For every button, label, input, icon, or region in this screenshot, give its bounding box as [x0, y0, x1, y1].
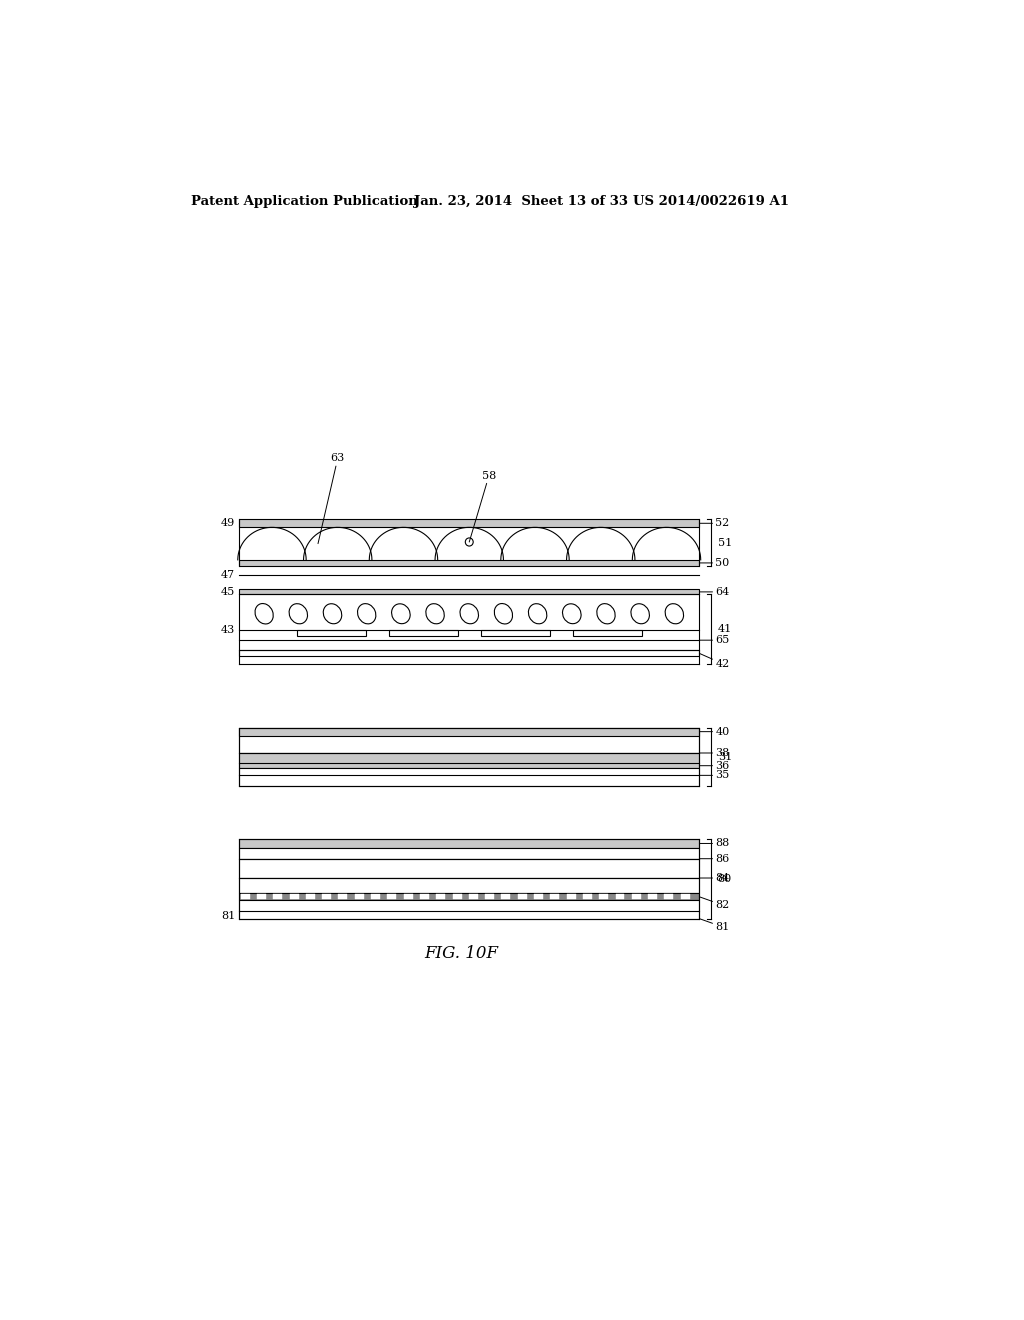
Ellipse shape: [460, 603, 478, 624]
Text: 41: 41: [718, 624, 732, 634]
Bar: [240, 878, 699, 894]
Text: 63: 63: [318, 453, 345, 544]
Bar: [420, 895, 429, 899]
Bar: [240, 727, 699, 752]
Text: 35: 35: [699, 771, 729, 780]
Ellipse shape: [666, 603, 684, 624]
Bar: [323, 895, 331, 899]
Bar: [572, 630, 642, 636]
Text: 82: 82: [699, 896, 729, 909]
Bar: [240, 847, 699, 859]
Text: 80: 80: [718, 874, 732, 884]
Text: 81: 81: [221, 911, 236, 920]
Text: 31: 31: [718, 751, 732, 762]
Bar: [648, 895, 657, 899]
Text: 64: 64: [699, 587, 729, 597]
Text: 65: 65: [699, 635, 729, 645]
Bar: [240, 651, 699, 656]
Bar: [535, 895, 543, 899]
Bar: [518, 895, 526, 899]
Bar: [436, 895, 445, 899]
Text: 38: 38: [699, 748, 729, 758]
Bar: [403, 895, 413, 899]
Bar: [290, 895, 299, 899]
Bar: [240, 840, 699, 847]
Bar: [615, 895, 625, 899]
Bar: [339, 895, 347, 899]
Bar: [240, 727, 699, 735]
Bar: [240, 752, 699, 768]
Bar: [240, 859, 699, 878]
Text: Jan. 23, 2014  Sheet 13 of 33: Jan. 23, 2014 Sheet 13 of 33: [414, 194, 628, 207]
Bar: [389, 630, 458, 636]
Bar: [371, 895, 380, 899]
Ellipse shape: [391, 603, 411, 623]
Bar: [297, 630, 366, 636]
Text: 52: 52: [699, 519, 729, 528]
Text: 47: 47: [221, 570, 236, 579]
Bar: [681, 895, 690, 899]
Ellipse shape: [631, 603, 649, 624]
Bar: [354, 895, 364, 899]
Bar: [257, 895, 266, 899]
Text: 50: 50: [699, 558, 729, 568]
Ellipse shape: [357, 603, 376, 624]
Text: 81: 81: [699, 919, 729, 932]
Bar: [306, 895, 314, 899]
Text: 86: 86: [699, 854, 729, 863]
Bar: [240, 894, 699, 900]
Ellipse shape: [597, 603, 615, 624]
Bar: [240, 768, 699, 785]
Text: 45: 45: [221, 587, 236, 597]
Bar: [632, 895, 641, 899]
Bar: [485, 895, 495, 899]
Text: 58: 58: [469, 471, 496, 543]
Text: 49: 49: [221, 519, 236, 528]
Text: 43: 43: [221, 624, 236, 635]
Bar: [453, 895, 462, 899]
Text: 88: 88: [699, 838, 729, 849]
Text: 51: 51: [718, 537, 732, 548]
Ellipse shape: [562, 603, 581, 623]
Bar: [241, 895, 250, 899]
Bar: [599, 895, 608, 899]
Ellipse shape: [495, 603, 513, 624]
Text: 40: 40: [699, 726, 729, 737]
Text: 42: 42: [699, 653, 729, 668]
Bar: [240, 589, 699, 594]
Ellipse shape: [324, 603, 342, 624]
Ellipse shape: [289, 603, 307, 624]
Ellipse shape: [528, 603, 547, 624]
Text: Patent Application Publication: Patent Application Publication: [191, 194, 418, 207]
Bar: [480, 630, 550, 636]
Bar: [273, 895, 283, 899]
Bar: [240, 900, 699, 919]
Bar: [387, 895, 396, 899]
Text: US 2014/0022619 A1: US 2014/0022619 A1: [633, 194, 788, 207]
Bar: [583, 895, 592, 899]
Ellipse shape: [426, 603, 444, 624]
Bar: [240, 560, 699, 566]
Bar: [469, 895, 478, 899]
Bar: [502, 895, 510, 899]
Bar: [566, 895, 575, 899]
Bar: [550, 895, 559, 899]
Text: 36: 36: [699, 760, 729, 771]
Bar: [240, 519, 699, 528]
Ellipse shape: [255, 603, 273, 624]
Bar: [665, 895, 674, 899]
Text: FIG. 10F: FIG. 10F: [424, 945, 499, 962]
Text: 84: 84: [699, 873, 729, 883]
Ellipse shape: [465, 539, 473, 546]
